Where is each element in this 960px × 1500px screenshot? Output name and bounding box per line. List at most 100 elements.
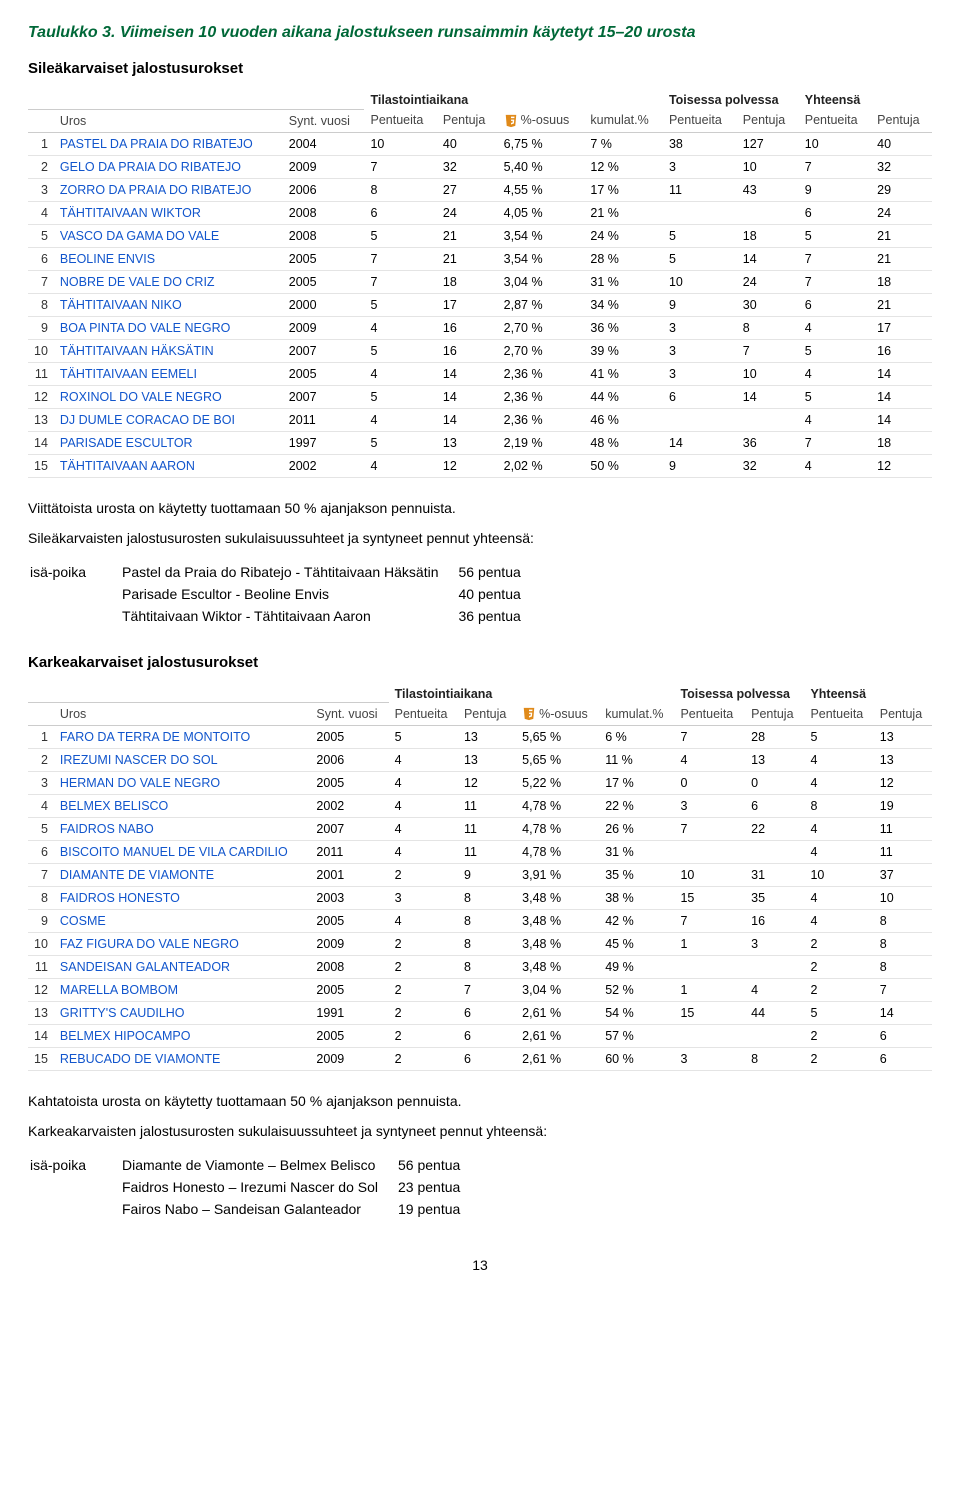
table-cell: 5 xyxy=(663,224,737,247)
table-cell: 6 xyxy=(874,1048,932,1071)
table-cell: 6 xyxy=(799,293,871,316)
dog-name-link[interactable]: SANDEISAN GALANTEADOR xyxy=(60,960,230,974)
dog-name-link[interactable]: BEOLINE ENVIS xyxy=(60,252,155,266)
dog-name-link[interactable]: DIAMANTE DE VIAMONTE xyxy=(60,868,214,882)
table-cell: 4 xyxy=(745,979,804,1002)
table-cell: 5 xyxy=(364,385,436,408)
relation-label: isä-poika xyxy=(30,1155,120,1219)
dog-name-cell: VASCO DA GAMA DO VALE xyxy=(54,224,283,247)
table-cell: 17 xyxy=(437,293,498,316)
table-cell: 2,61 % xyxy=(516,1002,599,1025)
relation-text: Fairos Nabo – Sandeisan Galanteador xyxy=(122,1199,396,1219)
table-cell: 24 xyxy=(437,201,498,224)
dog-name-link[interactable]: TÄHTITAIVAAN HÄKSÄTIN xyxy=(60,344,214,358)
table-cell: 10 xyxy=(28,339,54,362)
section1-table: Tilastointiaikana Toisessa polvessa Yhte… xyxy=(28,87,932,478)
table-cell: 8 xyxy=(458,910,516,933)
table-cell: 8 xyxy=(458,887,516,910)
table-cell: 7 xyxy=(28,270,54,293)
dog-name-link[interactable]: BELMEX HIPOCAMPO xyxy=(60,1029,191,1043)
dog-name-link[interactable]: NOBRE DE VALE DO CRIZ xyxy=(60,275,215,289)
table-cell: 3 xyxy=(663,316,737,339)
table-cell: 2005 xyxy=(310,1025,388,1048)
table-row: 15TÄHTITAIVAAN AARON20024122,02 %50 %932… xyxy=(28,454,932,477)
table-cell: 42 % xyxy=(599,910,674,933)
section2-relations: isä-poika Diamante de Viamonte – Belmex … xyxy=(28,1153,490,1221)
table-cell: 7 xyxy=(674,818,745,841)
dog-name-link[interactable]: FARO DA TERRA DE MONTOITO xyxy=(60,730,250,744)
table-row: 13GRITTY'S CAUDILHO1991262,61 %54 %15445… xyxy=(28,1002,932,1025)
table-cell: 14 xyxy=(28,1025,54,1048)
dog-name-link[interactable]: BISCOITO MANUEL DE VILA CARDILIO xyxy=(60,845,288,859)
dog-name-link[interactable]: COSME xyxy=(60,914,106,928)
dog-name-link[interactable]: HERMAN DO VALE NEGRO xyxy=(60,776,220,790)
dog-name-link[interactable]: VASCO DA GAMA DO VALE xyxy=(60,229,219,243)
table-cell: 10 xyxy=(364,132,436,155)
relation-value: 40 pentua xyxy=(458,584,548,604)
table-cell: 14 xyxy=(737,247,799,270)
table-cell: 43 xyxy=(737,178,799,201)
table-cell: 8 xyxy=(458,933,516,956)
table-cell: 4 xyxy=(389,841,458,864)
dog-name-cell: IREZUMI NASCER DO SOL xyxy=(54,749,311,772)
table-cell: 7 xyxy=(799,155,871,178)
section1-relations: isä-poika Pastel da Praia do Ribatejo - … xyxy=(28,560,550,628)
dog-name-link[interactable]: GRITTY'S CAUDILHO xyxy=(60,1006,185,1020)
column-header xyxy=(28,109,54,132)
table-row: 2IREZUMI NASCER DO SOL20064135,65 %11 %4… xyxy=(28,749,932,772)
dog-name-link[interactable]: TÄHTITAIVAAN NIKO xyxy=(60,298,182,312)
table-row: 10FAZ FIGURA DO VALE NEGRO2009283,48 %45… xyxy=(28,933,932,956)
table-cell: 2008 xyxy=(283,224,365,247)
table-cell: 6 xyxy=(28,841,54,864)
dog-name-link[interactable]: REBUCADO DE VIAMONTE xyxy=(60,1052,220,1066)
table-cell: 14 xyxy=(874,1002,932,1025)
table-cell: 18 xyxy=(737,224,799,247)
table-cell: 36 % xyxy=(584,316,663,339)
dog-name-cell: ROXINOL DO VALE NEGRO xyxy=(54,385,283,408)
dog-name-link[interactable]: GELO DA PRAIA DO RIBATEJO xyxy=(60,160,241,174)
table-cell: 6 xyxy=(663,385,737,408)
dog-name-cell: TÄHTITAIVAAN AARON xyxy=(54,454,283,477)
dog-name-link[interactable]: IREZUMI NASCER DO SOL xyxy=(60,753,218,767)
table-cell: 29 xyxy=(871,178,932,201)
dog-name-link[interactable]: BOA PINTA DO VALE NEGRO xyxy=(60,321,230,335)
dog-name-link[interactable]: PASTEL DA PRAIA DO RIBATEJO xyxy=(60,137,253,151)
table-cell: 10 xyxy=(737,362,799,385)
table-cell: 2005 xyxy=(283,247,365,270)
dog-name-cell: BISCOITO MANUEL DE VILA CARDILIO xyxy=(54,841,311,864)
table-cell: 7 xyxy=(737,339,799,362)
dog-name-link[interactable]: PARISADE ESCULTOR xyxy=(60,436,193,450)
dog-name-link[interactable]: BELMEX BELISCO xyxy=(60,799,168,813)
table-cell: 3,48 % xyxy=(516,956,599,979)
dog-name-link[interactable]: DJ DUMLE CORACAO DE BOI xyxy=(60,413,235,427)
dog-name-link[interactable]: TÄHTITAIVAAN EEMELI xyxy=(60,367,197,381)
table-cell: 19 xyxy=(874,795,932,818)
table-cell: 3 xyxy=(674,1048,745,1071)
dog-name-link[interactable]: ZORRO DA PRAIA DO RIBATEJO xyxy=(60,183,251,197)
table-cell: 0 xyxy=(674,772,745,795)
dog-name-link[interactable]: FAIDROS HONESTO xyxy=(60,891,180,905)
dog-name-link[interactable]: MARELLA BOMBOM xyxy=(60,983,178,997)
column-header: Pentueita xyxy=(364,109,436,132)
table-cell: 3,54 % xyxy=(498,224,585,247)
page-number: 13 xyxy=(28,1257,932,1273)
table-cell: 7 xyxy=(874,979,932,1002)
dog-name-link[interactable]: TÄHTITAIVAAN AARON xyxy=(60,459,195,473)
table-cell: 12 % xyxy=(584,155,663,178)
dog-name-link[interactable]: ROXINOL DO VALE NEGRO xyxy=(60,390,222,404)
dog-name-cell: NOBRE DE VALE DO CRIZ xyxy=(54,270,283,293)
table-cell: 7 xyxy=(799,431,871,454)
table-cell: 12 xyxy=(871,454,932,477)
table-cell: 2,70 % xyxy=(498,316,585,339)
table-cell: 3,91 % xyxy=(516,864,599,887)
table-cell xyxy=(674,1025,745,1048)
table-cell: 2 xyxy=(28,749,54,772)
table-cell: 12 xyxy=(874,772,932,795)
dog-name-link[interactable]: FAIDROS NABO xyxy=(60,822,154,836)
table-cell: 2001 xyxy=(310,864,388,887)
dog-name-link[interactable]: FAZ FIGURA DO VALE NEGRO xyxy=(60,937,239,951)
table-cell: 15 xyxy=(674,887,745,910)
dog-name-link[interactable]: TÄHTITAIVAAN WIKTOR xyxy=(60,206,201,220)
table-cell: 11 xyxy=(28,362,54,385)
table-cell: 2006 xyxy=(283,178,365,201)
